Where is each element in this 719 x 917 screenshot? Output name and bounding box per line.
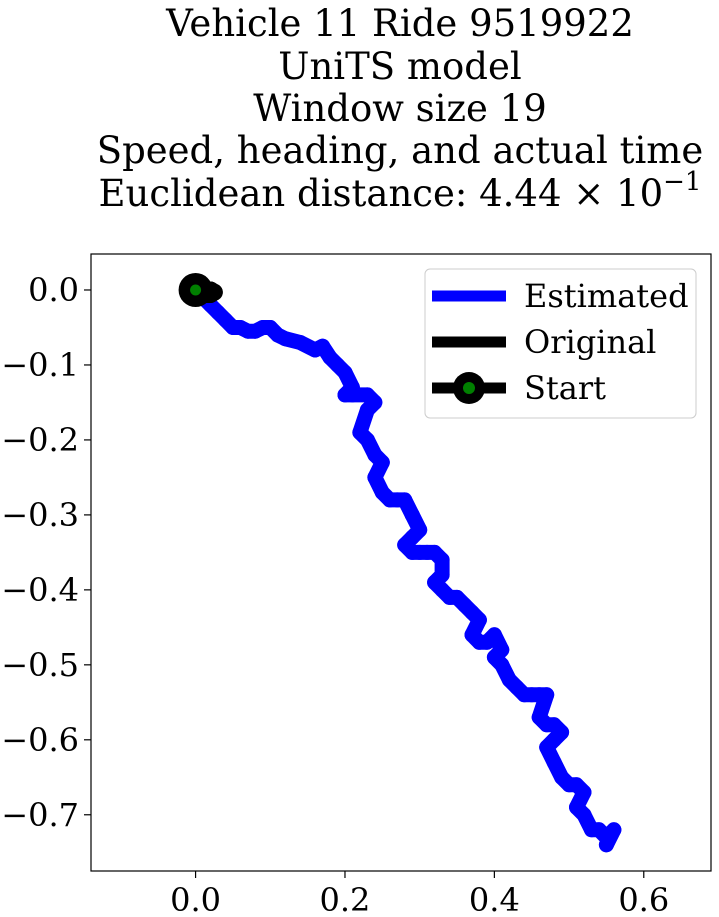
series-point-estimated — [494, 657, 510, 673]
legend-start-marker-inner — [463, 382, 475, 394]
series-point-estimated — [367, 469, 383, 485]
plot-area — [178, 272, 622, 853]
x-tick-label: 0.4 — [469, 881, 520, 917]
y-axis: 0.0 −0.1 −0.2 −0.3 −0.4 −0.5 −0.6 −0.7 — [1, 271, 91, 834]
legend-frame — [424, 268, 697, 419]
x-axis: 0.0 0.2 0.4 0.6 — [170, 871, 669, 917]
title-line-2: UniTS model — [278, 45, 521, 88]
y-tick-label: −0.1 — [1, 346, 79, 384]
y-tick-label: 0.0 — [28, 271, 79, 309]
series-point-estimated — [486, 627, 502, 643]
chart-title: Vehicle 11 Ride 9519922 UniTS model Wind… — [97, 2, 704, 215]
series-point-estimated — [606, 822, 622, 838]
y-tick-label: −0.4 — [1, 571, 79, 609]
legend: Estimated Original Start — [424, 268, 697, 419]
series-point-estimated — [471, 612, 487, 628]
series-point-estimated — [576, 784, 592, 800]
series-point-estimated — [359, 402, 375, 418]
series-point-estimated — [315, 338, 331, 354]
axes-frame — [90, 253, 712, 872]
start-marker-inner — [190, 284, 202, 296]
y-tick-label: −0.2 — [1, 421, 79, 459]
y-tick-label: −0.3 — [1, 496, 79, 534]
series-point-estimated — [292, 335, 308, 350]
series-point-estimated — [277, 331, 293, 347]
x-tick-label: 0.0 — [170, 881, 221, 917]
y-tick-label: −0.5 — [1, 646, 79, 684]
title-line-3: Window size 19 — [253, 87, 547, 130]
series-point-estimated — [397, 492, 413, 508]
y-tick-label: −0.6 — [1, 721, 79, 759]
series-point-estimated — [539, 687, 555, 703]
series-point-estimated — [546, 754, 562, 770]
series-point-estimated — [374, 454, 390, 470]
series-point-estimated — [539, 739, 555, 755]
x-tick-label: 0.2 — [320, 881, 371, 917]
series-point-estimated — [337, 365, 353, 380]
title-distance-exponent: −1 — [663, 167, 701, 197]
series-point-estimated — [404, 507, 420, 523]
legend-start-label: Start — [524, 369, 606, 407]
title-line-4: Speed, heading, and actual time — [97, 129, 704, 172]
series-point-estimated — [344, 387, 360, 403]
y-tick-label: −0.7 — [1, 796, 79, 834]
series-point-estimated — [576, 807, 592, 823]
x-tick-label: 0.6 — [618, 881, 669, 917]
title-distance-text: Euclidean distance: 4.44 × 10 — [99, 172, 664, 215]
series-point-estimated — [359, 432, 375, 448]
legend-original-label: Original — [524, 323, 656, 361]
series-point-estimated — [598, 837, 614, 853]
title-line-1: Vehicle 11 Ride 9519922 — [165, 2, 634, 45]
series-point-estimated — [434, 552, 450, 568]
title-line-5: Euclidean distance: 4.44 × 10−1 — [99, 167, 702, 215]
legend-estimated-label: Estimated — [524, 277, 689, 315]
